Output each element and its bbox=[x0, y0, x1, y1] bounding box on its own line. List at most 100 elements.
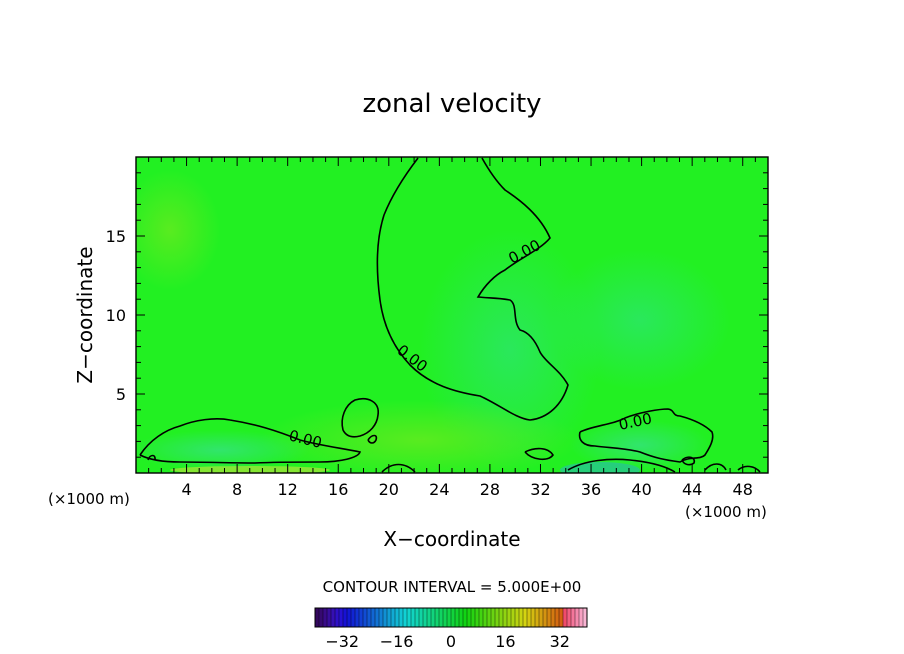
x-tick-label: 4 bbox=[181, 480, 191, 499]
colorbar-swatch bbox=[411, 608, 416, 627]
colorbar-swatch bbox=[347, 608, 352, 627]
colorbar-swatch bbox=[331, 608, 336, 627]
x-axis-ticks: 4 8 12 16 20 24 28 32 36 40 44 48 bbox=[148, 157, 756, 499]
colorbar-swatch bbox=[363, 608, 368, 627]
colorbar-swatch bbox=[415, 608, 420, 627]
colorbar-swatch bbox=[535, 608, 540, 627]
colorbar-swatch bbox=[451, 608, 456, 627]
y-axis-ticks: 5 10 15 bbox=[106, 172, 768, 458]
chart-title: zonal velocity bbox=[362, 89, 541, 119]
colorbar-swatch bbox=[539, 608, 544, 627]
colorbar-swatch bbox=[403, 608, 408, 627]
colorbar-swatch bbox=[343, 608, 348, 627]
y-tick-label: 5 bbox=[116, 385, 126, 404]
x-axis-label: X−coordinate bbox=[383, 527, 520, 551]
colorbar-swatch bbox=[583, 608, 588, 627]
colorbar-swatch bbox=[491, 608, 496, 627]
colorbar-swatch bbox=[375, 608, 380, 627]
colorbar-tick-labels: −32 −16 0 16 32 bbox=[325, 632, 570, 651]
colorbar bbox=[314, 608, 588, 627]
colorbar-swatch bbox=[447, 608, 452, 627]
colorbar-swatch bbox=[519, 608, 524, 627]
colorbar-swatch bbox=[335, 608, 340, 627]
colorbar-swatch bbox=[463, 608, 468, 627]
field-shade-blob bbox=[570, 420, 710, 470]
colorbar-swatch bbox=[315, 608, 320, 627]
field-shade-blob bbox=[550, 250, 730, 390]
colorbar-swatch bbox=[487, 608, 492, 627]
contour-line bbox=[567, 458, 676, 473]
contour-line bbox=[578, 408, 714, 463]
colorbar-tick-label: 0 bbox=[446, 632, 456, 651]
colorbar-swatch bbox=[399, 608, 404, 627]
colorbar-swatch bbox=[507, 608, 512, 627]
colorbar-swatch bbox=[563, 608, 568, 627]
colorbar-swatch bbox=[523, 608, 528, 627]
contour-line bbox=[367, 434, 378, 444]
colorbar-swatch bbox=[379, 608, 384, 627]
x-unit-left: (×1000 m) bbox=[48, 490, 130, 508]
contour-line bbox=[737, 465, 761, 473]
contour-line bbox=[147, 454, 156, 461]
colorbar-swatch bbox=[383, 608, 388, 627]
contour-interval-note: CONTOUR INTERVAL = 5.000E+00 bbox=[323, 578, 582, 596]
colorbar-swatch bbox=[555, 608, 560, 627]
colorbar-swatch bbox=[499, 608, 504, 627]
contour-line bbox=[381, 463, 416, 473]
colorbar-frame bbox=[314, 607, 588, 628]
colorbar-tick-label: −16 bbox=[380, 632, 414, 651]
plot-area: 0.00 0.00 0.00 0.00 bbox=[136, 157, 768, 473]
colorbar-swatch bbox=[551, 608, 556, 627]
colorbar-swatch bbox=[371, 608, 376, 627]
x-tick-label: 48 bbox=[733, 480, 753, 499]
contour-line bbox=[524, 447, 554, 461]
field-shade-blob bbox=[136, 170, 220, 290]
x-tick-label: 20 bbox=[379, 480, 399, 499]
colorbar-swatch bbox=[439, 608, 444, 627]
contour-line bbox=[681, 456, 696, 466]
colorbar-swatch bbox=[423, 608, 428, 627]
colorbar-swatch bbox=[323, 608, 328, 627]
colorbar-swatch bbox=[575, 608, 580, 627]
colorbar-tick-label: 16 bbox=[495, 632, 515, 651]
colorbar-swatch bbox=[495, 608, 500, 627]
y-tick-label: 10 bbox=[106, 306, 126, 325]
colorbar-swatch bbox=[407, 608, 412, 627]
x-tick-label: 8 bbox=[232, 480, 242, 499]
colorbar-swatch bbox=[351, 608, 356, 627]
colorbar-swatch bbox=[547, 608, 552, 627]
y-tick-label: 15 bbox=[106, 227, 126, 246]
x-tick-label: 40 bbox=[631, 480, 651, 499]
colorbar-swatch bbox=[391, 608, 396, 627]
colorbar-swatch bbox=[431, 608, 436, 627]
colorbar-swatch bbox=[359, 608, 364, 627]
colorbar-swatch bbox=[319, 608, 324, 627]
colorbar-tick-label: 32 bbox=[550, 632, 570, 651]
colorbar-swatch bbox=[579, 608, 584, 627]
colorbar-swatch bbox=[471, 608, 476, 627]
colorbar-swatch bbox=[503, 608, 508, 627]
contour-line bbox=[139, 418, 362, 464]
contour-line bbox=[376, 157, 569, 421]
colorbar-swatch bbox=[511, 608, 516, 627]
colorbar-swatch bbox=[435, 608, 440, 627]
x-tick-label: 16 bbox=[328, 480, 348, 499]
colorbar-swatch bbox=[527, 608, 532, 627]
colorbar-swatch bbox=[427, 608, 432, 627]
colorbar-swatch bbox=[327, 608, 332, 627]
x-tick-label: 12 bbox=[278, 480, 298, 499]
colorbar-tick-label: −32 bbox=[325, 632, 359, 651]
colorbar-swatch bbox=[475, 608, 480, 627]
colorbar-swatch bbox=[455, 608, 460, 627]
zero-contours bbox=[139, 157, 761, 473]
colorbar-swatch bbox=[419, 608, 424, 627]
field-shade-blob bbox=[136, 430, 310, 470]
colorbar-swatch bbox=[467, 608, 472, 627]
x-tick-label: 24 bbox=[429, 480, 449, 499]
field-shade-blob bbox=[560, 462, 640, 473]
contour-line bbox=[341, 398, 379, 438]
colorbar-swatch bbox=[479, 608, 484, 627]
colorbar-swatch bbox=[459, 608, 464, 627]
contour-line bbox=[704, 463, 727, 471]
